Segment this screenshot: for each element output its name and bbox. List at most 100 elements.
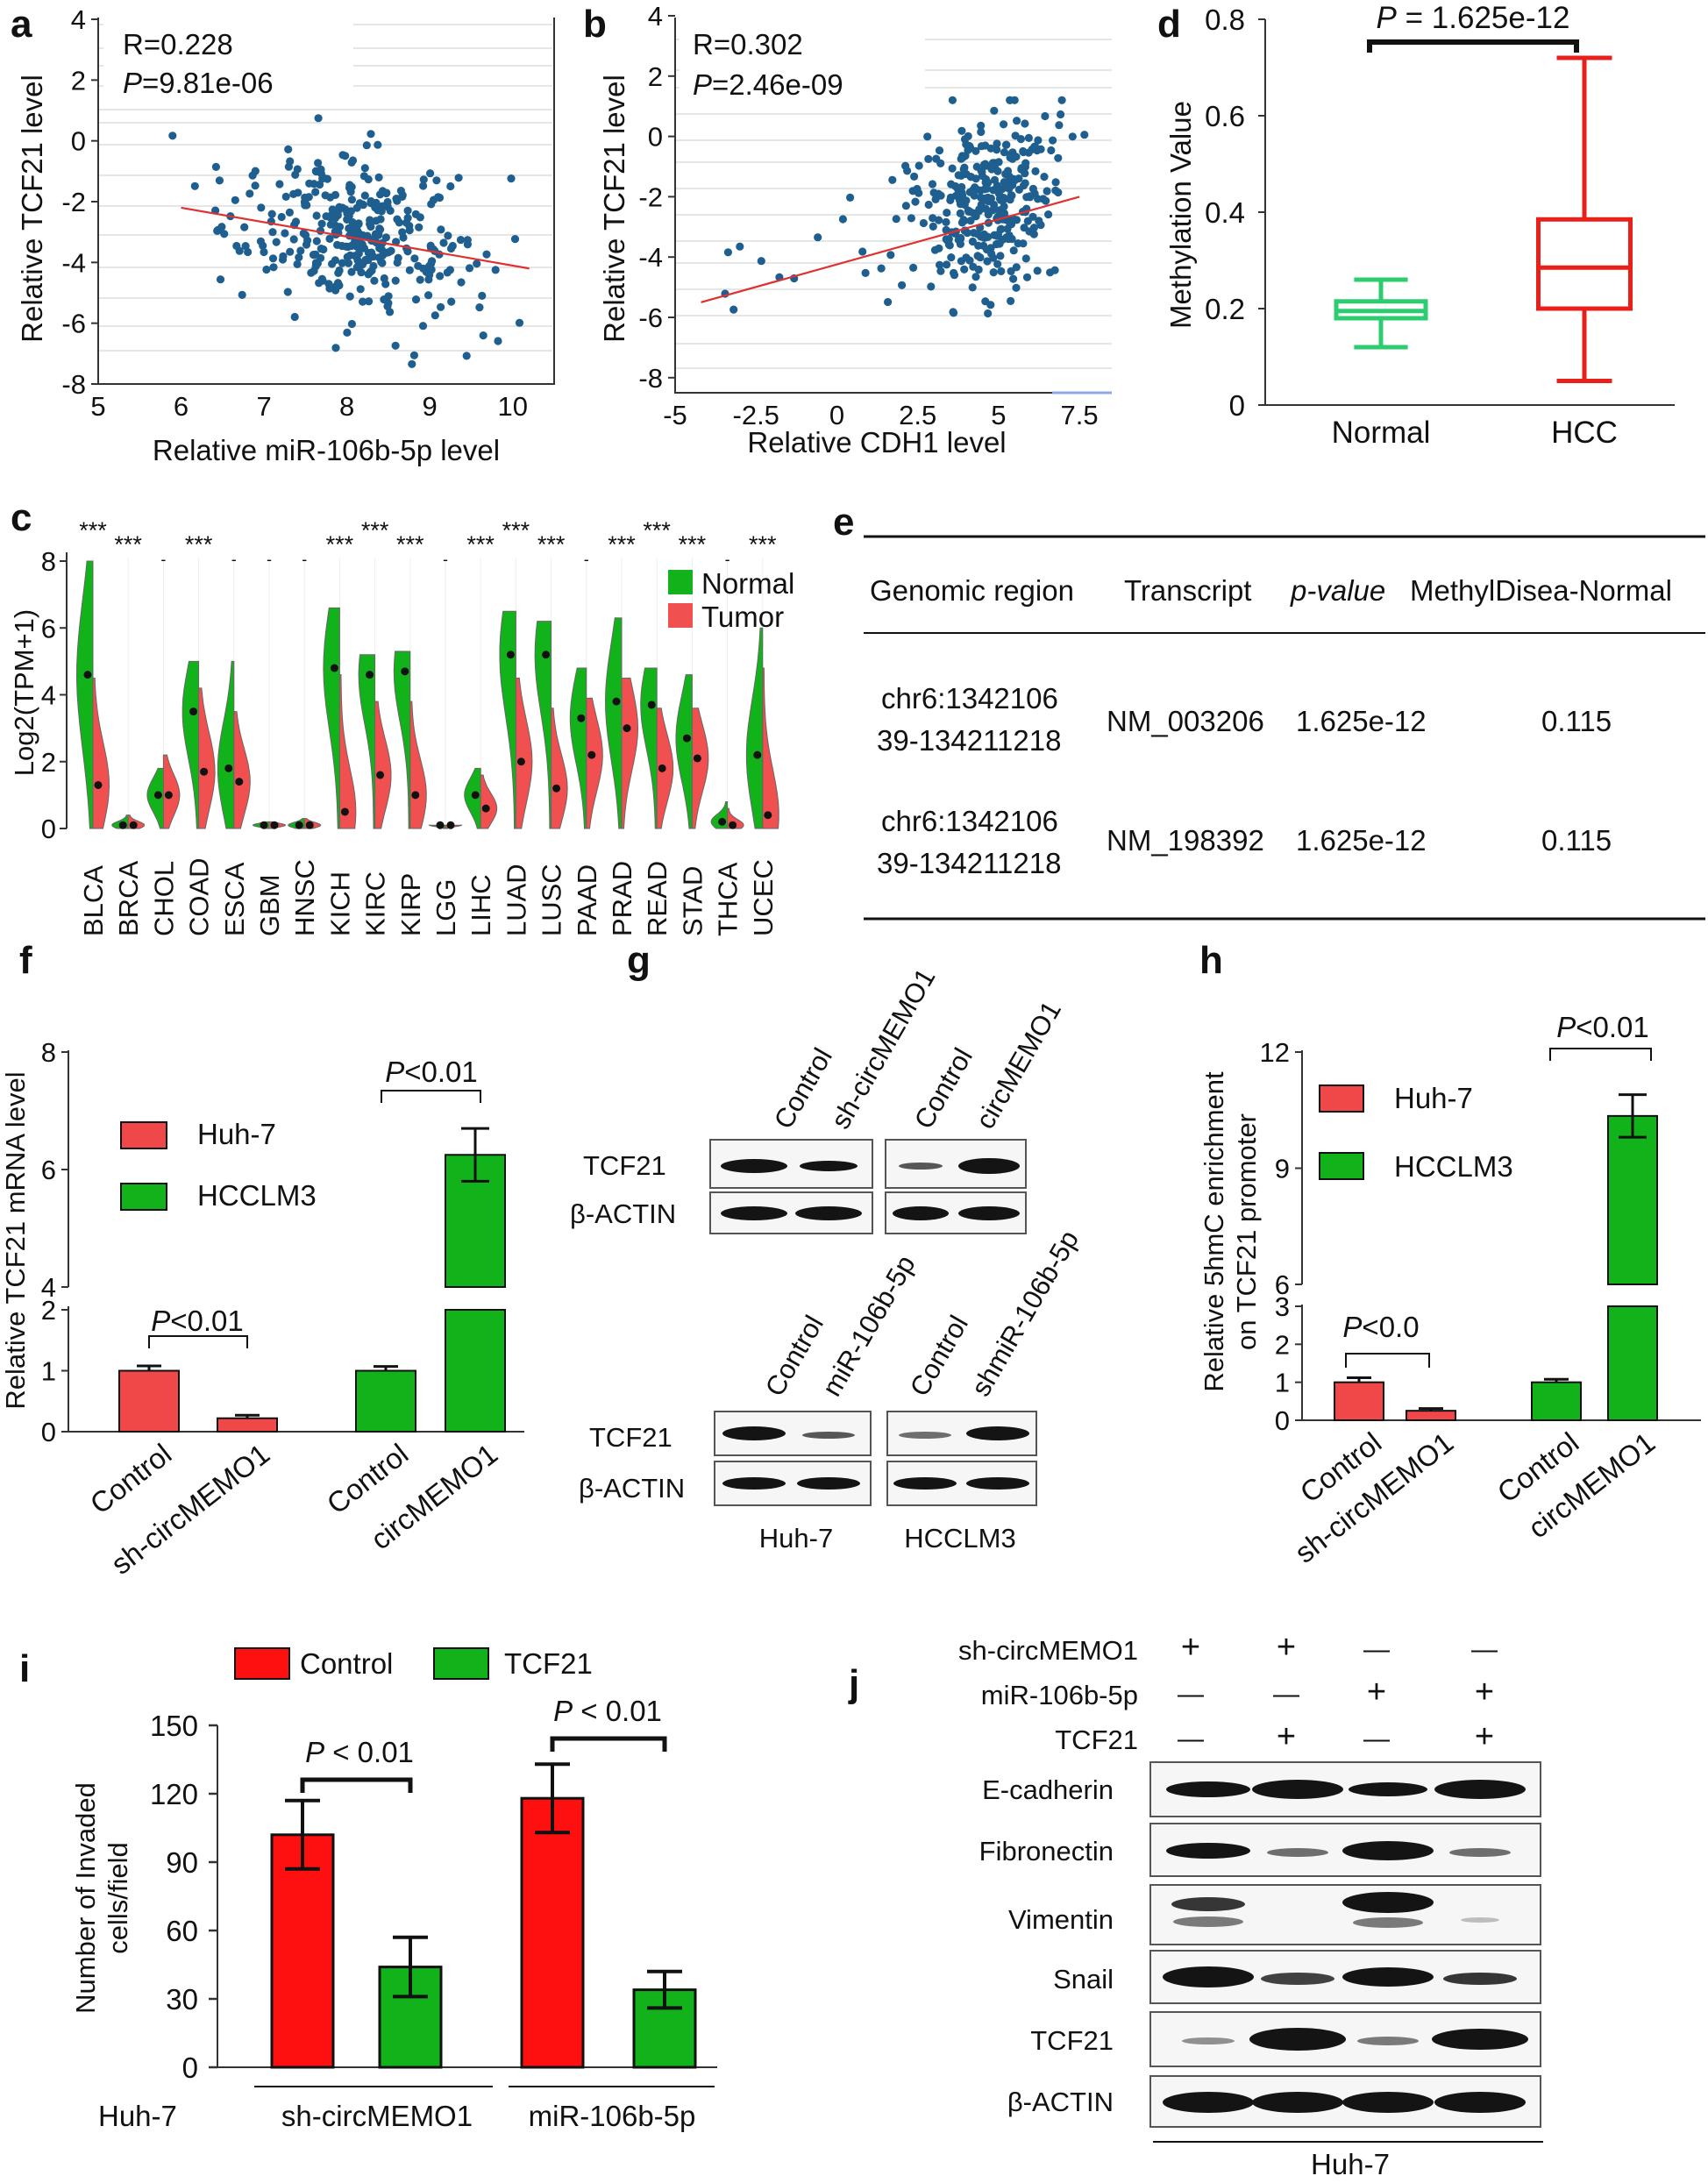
violin-normal-luad	[499, 610, 516, 829]
scatter-point	[1040, 173, 1049, 181]
ytick-label: -8	[638, 363, 663, 394]
legend-label-normal: Normal	[701, 567, 794, 600]
scatter-point	[319, 245, 328, 254]
panel-label-f: f	[19, 939, 32, 982]
panel-i-bars	[270, 1762, 697, 2069]
violin-median	[612, 697, 621, 706]
ytick-label: 2	[41, 1295, 56, 1326]
scatter-point	[994, 158, 1003, 167]
violin-tumor-blca	[92, 677, 110, 829]
panel-b-trend-line	[701, 196, 1080, 303]
scatter-point	[244, 247, 253, 257]
panel-b-xlabel: Relative CDH1 level	[747, 426, 1006, 459]
ytick-label: 0.4	[1205, 196, 1245, 229]
scatter-point	[432, 176, 441, 185]
scatter-point	[338, 151, 347, 160]
violin-median	[235, 778, 244, 786]
scatter-point	[364, 256, 373, 265]
panel-d-boxes	[1334, 55, 1633, 383]
scatter-point	[1009, 246, 1018, 255]
scatter-point	[993, 231, 1001, 240]
panel-label-b: b	[583, 3, 607, 46]
violin-median	[764, 811, 772, 820]
panel-c-violins: *** BLCA *** BRCA - CHOL *** COAD - ESCA - GBM - HNSC…	[75, 517, 779, 936]
violin-tumor-chol	[162, 754, 181, 829]
scatter-point	[240, 223, 249, 231]
scatter-point	[325, 234, 334, 243]
scatter-point	[359, 200, 367, 209]
panel-a-p-value: P=9.81e-06	[123, 67, 274, 99]
table-e-cell-transcript: NM_003206	[1107, 705, 1264, 737]
legend-swatch-control	[234, 1647, 290, 1680]
box-normal	[1334, 277, 1428, 350]
significance-mark: ***	[79, 517, 107, 544]
scatter-point	[331, 190, 340, 199]
scatter-point	[1029, 230, 1038, 238]
xtick-label-lihc: LIHC	[466, 874, 496, 936]
panel-c-legend: Normal Tumor	[668, 567, 794, 633]
scatter-point	[729, 305, 738, 314]
scatter-point	[281, 192, 290, 201]
table-row: chr6:1342106 39-134211218 NM_003206 1.62…	[877, 682, 1612, 757]
violin-tumor-stad	[691, 708, 709, 829]
bar-2	[217, 1413, 278, 1433]
scatter-point	[211, 162, 220, 171]
blot-g-bands-bottom	[722, 1426, 1029, 1490]
scatter-point	[482, 250, 491, 259]
violin-tumor-lihc	[480, 774, 498, 829]
blot-g-cell-hcclm3: HCCLM3	[904, 1523, 1015, 1554]
violin-median	[366, 671, 374, 679]
scatter-point	[465, 264, 474, 273]
scatter-point	[286, 247, 295, 256]
panel-h-bars	[1334, 1093, 1658, 1421]
scatter-point	[213, 226, 222, 235]
panel-b-p-value: P=2.46e-09	[693, 68, 843, 101]
violin-median	[411, 791, 420, 800]
ytick-label: 0	[71, 126, 86, 157]
violin-median	[542, 651, 551, 659]
blot-j-condition-mark: —	[1178, 1680, 1204, 1709]
blot-j-conditions: sh-circMEMO1 + + — — miR-106b-5p — — + + TCF21 — + — +	[958, 1629, 1498, 1755]
scatter-point	[983, 257, 992, 266]
table-e-cell-diff: 0.115	[1541, 824, 1612, 857]
bar-rect-upper	[1607, 1114, 1658, 1285]
scatter-point	[347, 267, 356, 276]
box-hcc	[1536, 55, 1633, 383]
scatter-point	[1033, 267, 1042, 275]
scatter-point	[1054, 188, 1063, 197]
scatter-point	[990, 106, 999, 115]
scatter-point	[1035, 217, 1043, 225]
scatter-point	[1009, 174, 1018, 183]
bar-4	[445, 1127, 506, 1433]
legend-label-hcclm3: HCCLM3	[1394, 1150, 1513, 1183]
panel-i-group-2: miR-106b-5p	[529, 2100, 696, 2132]
scatter-point	[374, 173, 383, 181]
scatter-point	[365, 297, 374, 306]
scatter-point	[1013, 117, 1021, 125]
scatter-point	[1014, 239, 1022, 248]
panel-a: a R=0.228 P=9.81e-06 5 6 7 8 9 10-8-6-4-2024 …	[11, 3, 555, 466]
panel-i-ylabel-line1: Number of Invaded	[70, 1782, 101, 2014]
scatter-point	[267, 210, 276, 218]
scatter-point	[443, 268, 452, 277]
scatter-point	[997, 267, 1006, 275]
scatter-point	[903, 167, 912, 175]
scatter-point	[994, 186, 1004, 195]
violin-normal-kirp	[393, 651, 411, 829]
scatter-point	[962, 253, 971, 262]
panel-h-p-right: P<0.01	[1556, 1011, 1649, 1043]
blot-g-bands-top	[721, 1158, 1020, 1220]
blot-j-row-frame	[1149, 1884, 1541, 1945]
panel-b-ylabel: Relative TCF21 level	[598, 75, 630, 343]
scatter-point	[319, 174, 328, 182]
scatter-point	[935, 216, 943, 224]
panel-f-ticks: 0 1 24 6 8	[41, 1037, 68, 1447]
scatter-point	[1006, 96, 1014, 104]
scatter-point	[919, 218, 928, 228]
scatter-point	[424, 291, 433, 300]
scatter-point	[424, 275, 433, 284]
significance-mark: -	[302, 551, 307, 568]
scatter-point	[996, 252, 1005, 260]
xtick-label-coad: COAD	[184, 857, 215, 936]
scatter-point	[1000, 178, 1008, 187]
